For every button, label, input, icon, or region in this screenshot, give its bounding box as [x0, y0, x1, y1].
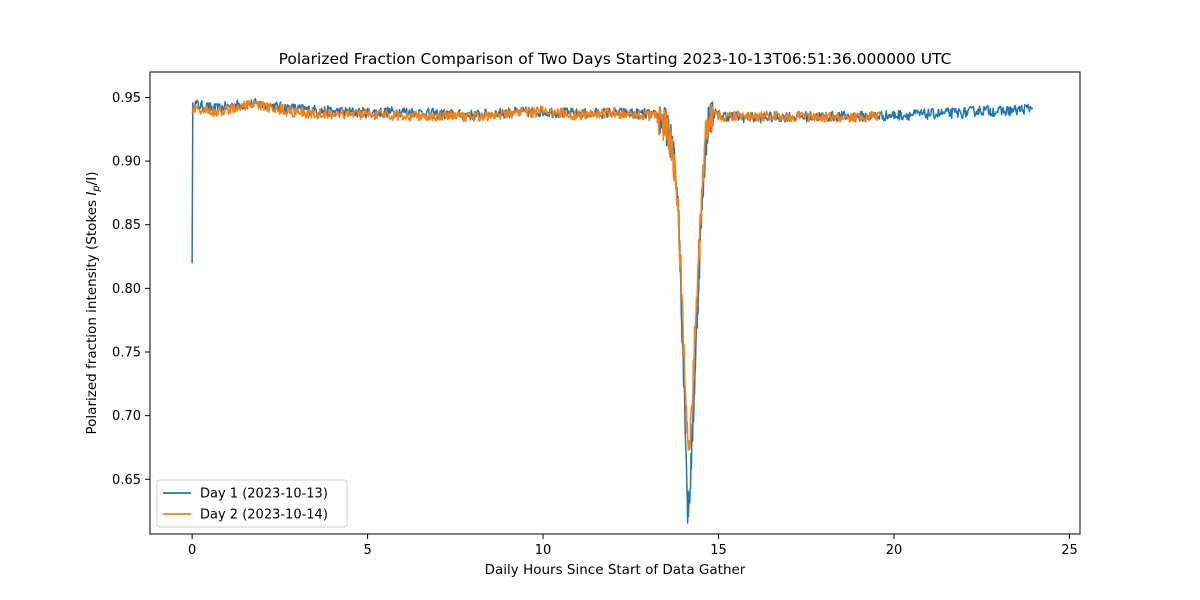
legend-box	[156, 479, 348, 528]
x-tick-label: 25	[1061, 543, 1078, 558]
y-axis-label-tail: /I)	[84, 172, 100, 186]
x-tick-label: 10	[535, 543, 552, 558]
x-tick-label: 5	[363, 543, 371, 558]
x-tick-label: 20	[886, 543, 903, 558]
x-axis: 0 5 10 15 20 25	[188, 534, 1078, 558]
chart-title: Polarized Fraction Comparison of Two Day…	[279, 50, 952, 68]
legend: Day 1 (2023-10-13) Day 2 (2023-10-14)	[156, 479, 348, 528]
y-tick-label: 0.90	[112, 155, 141, 170]
series-line-2	[191, 100, 881, 451]
y-tick-label: 0.70	[112, 409, 141, 424]
y-tick-label: 0.95	[112, 91, 141, 106]
y-tick-label: 0.65	[112, 473, 141, 488]
series-group	[191, 97, 1034, 524]
y-axis: 0.65 0.70 0.75 0.80 0.85 0.90 0.95	[112, 91, 150, 488]
y-axis-label: Polarized fraction intensity (Stokes Ip/…	[84, 172, 102, 435]
y-axis-label-math: I	[84, 192, 100, 196]
legend-label-1: Day 1 (2023-10-13)	[200, 487, 328, 502]
y-axis-label-sub: p	[91, 185, 102, 192]
y-tick-label: 0.75	[112, 346, 141, 361]
y-tick-label: 0.80	[112, 282, 141, 297]
y-axis-label-main: Polarized fraction intensity (Stokes	[84, 196, 100, 435]
x-tick-label: 0	[188, 543, 196, 558]
x-tick-label: 15	[710, 543, 727, 558]
x-axis-label: Daily Hours Since Start of Data Gather	[485, 562, 746, 578]
series-line-1	[191, 97, 1034, 524]
plot-area	[149, 71, 1081, 535]
plot-frame	[149, 71, 1081, 535]
y-tick-label: 0.85	[112, 218, 141, 233]
legend-label-2: Day 2 (2023-10-14)	[200, 508, 328, 523]
